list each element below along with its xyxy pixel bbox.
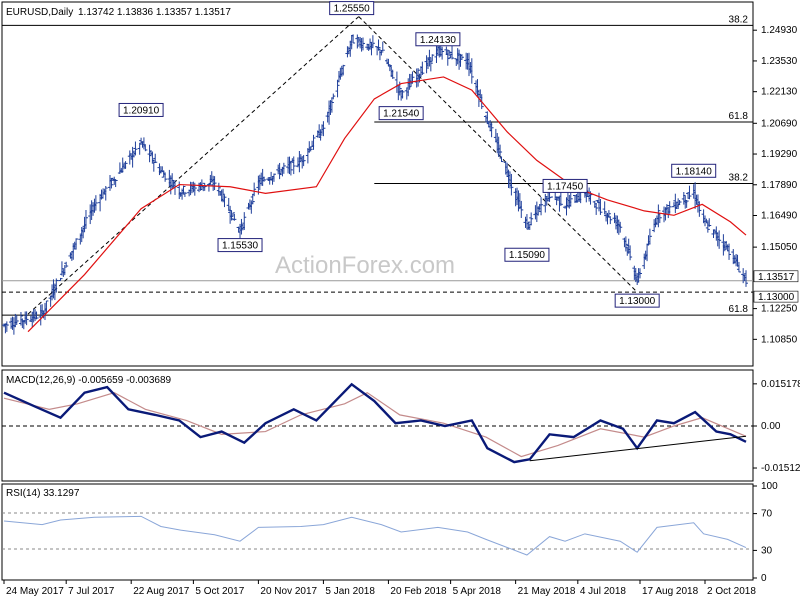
swing-label-text: 1.15090: [509, 250, 546, 261]
price-axis: 1.24930 1.23530 1.22130 1.20690 1.19290 1.178…: [753, 25, 799, 345]
swing-label: 1.15090: [504, 247, 550, 262]
price-tick-label: 1.10850: [761, 334, 798, 345]
macd-tick-label: 0.00: [761, 421, 781, 432]
price-tick-label: 1.23530: [761, 56, 798, 67]
swing-label-text: 1.25550: [334, 4, 371, 15]
date-tick-label: 5 Oct 2017: [195, 586, 244, 597]
price-tick-label: 1.24930: [761, 25, 798, 36]
swing-label-text: 1.24130: [420, 35, 457, 46]
macd-tick-label: 0.015178: [761, 379, 800, 390]
date-tick-label: 20 Nov 2017: [260, 586, 317, 597]
swing-label-box: [118, 102, 164, 117]
date-tick-label: 5 Jan 2018: [325, 586, 375, 597]
swing-label: 1.21540: [378, 106, 424, 121]
swing-label-box: [542, 178, 588, 193]
swing-label: 1.13000: [614, 293, 660, 308]
fib-label: 61.8: [729, 111, 749, 122]
price-tag-label: 1.13000: [758, 292, 795, 303]
swing-label: 1.25550: [329, 1, 375, 16]
price-tick-label: 1.15050: [761, 242, 798, 253]
swing-label-box: [671, 163, 717, 178]
swing-label-text: 1.15530: [222, 241, 259, 252]
rsi-tick-label: 30: [761, 545, 773, 556]
date-tick-label: 17 Aug 2018: [642, 586, 699, 597]
header-ohlc: 1.13742 1.13836 1.13357 1.13517: [78, 7, 231, 18]
rsi-tick-label: 70: [761, 509, 773, 520]
price-tick-label: 1.20690: [761, 118, 798, 129]
swing-label-box: [217, 238, 263, 253]
header-symbol: EURUSD,Daily: [6, 7, 73, 18]
price-tag-box: [753, 290, 799, 303]
swing-label-box: [378, 106, 424, 121]
rsi-axis: 100 70 30 0: [753, 481, 778, 584]
price-tick-label: 1.12250: [761, 304, 798, 315]
candles: [2, 34, 748, 335]
macd-lines: [3, 382, 747, 464]
swing-label-text: 1.17450: [547, 181, 584, 192]
swing-label: 1.20910: [118, 102, 164, 117]
swing-label-box: [415, 32, 461, 47]
price-tick-label: 1.17890: [761, 180, 798, 191]
fib-label: 38.2: [729, 172, 749, 183]
date-tick-label: 7 Jul 2017: [68, 586, 115, 597]
macd-line: [3, 382, 747, 464]
ma-line: [27, 76, 747, 333]
swing-label: 1.24130: [415, 32, 461, 47]
price-tick-label: 1.19290: [761, 149, 798, 160]
rsi-pane: RSI(14) 33.1297 100 70 30 0: [1, 481, 778, 584]
rsi-tick-label: 100: [761, 481, 778, 492]
rsi-title: RSI(14) 33.1297: [6, 488, 80, 499]
macd-trendline: [529, 435, 747, 462]
date-tick-label: 22 Aug 2017: [133, 586, 190, 597]
swing-label-box: [329, 1, 375, 16]
swing-label-box: [614, 293, 660, 308]
fib-label: 38.2: [729, 14, 749, 25]
swing-label-text: 1.18140: [676, 166, 713, 177]
fib-diagonal-1: [358, 16, 638, 293]
swing-label-text: 1.20910: [123, 105, 160, 116]
price-tick-label: 1.22130: [761, 87, 798, 98]
swing-label-box: [504, 247, 550, 262]
macd-tick-label: -0.015126: [761, 463, 800, 474]
price-tick-label: 1.16490: [761, 211, 798, 222]
watermark: ActionForex.com: [275, 252, 455, 279]
rsi-line: [3, 515, 747, 556]
date-tick-label: 5 Apr 2018: [453, 586, 502, 597]
price-pane: EURUSD,Daily 1.13742 1.13836 1.13357 1.1…: [1, 1, 799, 367]
swing-label: 1.15530: [217, 238, 263, 253]
macd-signal-line: [3, 391, 747, 458]
rsi-line: [3, 515, 747, 556]
date-tick-label: 20 Feb 2018: [390, 586, 447, 597]
date-tick-label: 24 May 2017: [6, 586, 64, 597]
fib-labels: 38.2 61.8 38.2 61.8: [729, 14, 749, 315]
swing-label: 1.17450: [542, 178, 588, 193]
date-tick-label: 21 May 2018: [518, 586, 576, 597]
price-tag-box: [753, 270, 799, 283]
date-tick-label: 2 Oct 2018: [707, 586, 756, 597]
fib-dashed-lines: [27, 16, 638, 315]
date-tick-label: 4 Jul 2018: [580, 586, 627, 597]
moving-average: [27, 76, 747, 333]
date-axis: 24 May 2017 7 Jul 2017 22 Aug 2017 5 Oct 20…: [3, 580, 756, 597]
macd-axis: 0.015178 0.00 -0.015126: [753, 379, 800, 474]
macd-pane: MACD(12,26,9) -0.005659 -0.003689 0.0151…: [1, 369, 800, 482]
swing-label-text: 1.13000: [619, 296, 656, 307]
price-tag-label: 1.13517: [758, 272, 795, 283]
swing-labels: 1.25550 1.24130 1.21540 1.20910 1.15530 1.150…: [118, 1, 717, 308]
rsi-tick-label: 0: [761, 573, 767, 584]
fib-label: 61.8: [729, 304, 749, 315]
swing-label: 1.18140: [671, 163, 717, 178]
macd-title: MACD(12,26,9) -0.005659 -0.003689: [6, 375, 172, 386]
swing-label-text: 1.21540: [383, 109, 420, 120]
